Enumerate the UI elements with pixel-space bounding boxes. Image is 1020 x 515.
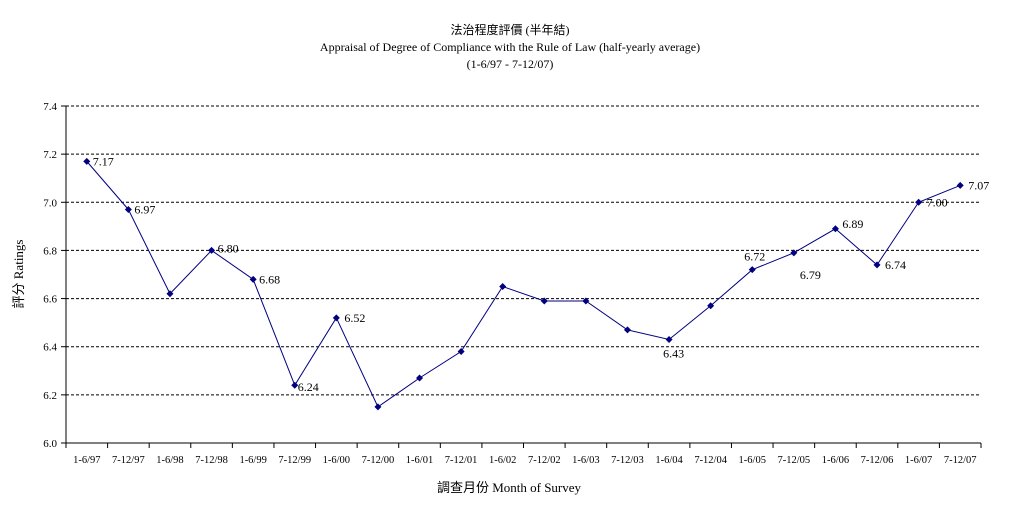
data-label: 6.72: [744, 250, 765, 264]
x-tick-label: 7-12/03: [611, 455, 644, 466]
data-label: 6.68: [259, 272, 280, 286]
y-tick-label: 6.6: [43, 294, 57, 306]
x-tick-label: 1-6/03: [572, 455, 599, 466]
data-point: [540, 297, 548, 305]
data-point: [956, 181, 964, 189]
x-tick-label: 1-6/97: [73, 455, 100, 466]
data-point: [915, 198, 923, 206]
data-point: [416, 374, 424, 382]
data-label: 6.43: [663, 346, 684, 360]
x-tick-label: 7-12/02: [528, 455, 561, 466]
x-tick-label: 7-12/06: [861, 455, 894, 466]
data-point: [748, 266, 756, 274]
y-tick-label: 7.2: [43, 149, 57, 161]
y-tick-label: 6.0: [43, 438, 57, 450]
data-point: [873, 261, 881, 269]
x-tick-label: 1-6/01: [406, 455, 433, 466]
x-tick-label: 1-6/02: [489, 455, 516, 466]
data-point: [665, 335, 673, 343]
x-tick-label: 1-6/99: [239, 455, 266, 466]
x-tick-label: 7-12/00: [362, 455, 395, 466]
y-tick-labels: 6.0 6.2 6.4 6.6 6.8 7.0 7.2 7.4: [43, 101, 57, 450]
x-tick-label: 7-12/99: [278, 455, 311, 466]
data-point: [831, 225, 839, 233]
x-tick-label: 7-12/01: [445, 455, 478, 466]
data-point: [623, 326, 631, 334]
x-axis-label: 調查月份 Month of Survey: [437, 480, 582, 495]
data-label: 7.00: [927, 195, 948, 209]
data-label: 7.07: [968, 178, 989, 192]
x-tick-label: 7-12/97: [112, 455, 145, 466]
data-label: 6.89: [842, 217, 863, 231]
y-tick-label: 7.4: [43, 101, 57, 113]
data-point: [332, 314, 340, 322]
x-tick-label: 1-6/05: [739, 455, 766, 466]
axes: [61, 105, 982, 448]
gridlines: [66, 105, 981, 396]
x-tick-label: 7-12/05: [778, 455, 811, 466]
y-tick-label: 6.8: [43, 245, 57, 257]
chart-title: 法治程度評價 (半年結): [450, 23, 570, 37]
y-tick-label: 7.0: [43, 197, 57, 209]
chart-subtitle: Appraisal of Degree of Compliance with t…: [319, 40, 701, 54]
data-point: [291, 381, 299, 389]
data-point: [124, 206, 132, 214]
x-tick-label: 1-6/98: [156, 455, 183, 466]
x-tick-label: 1-6/07: [905, 455, 932, 466]
y-tick-label: 6.4: [43, 342, 57, 354]
data-label: 6.74: [885, 258, 906, 272]
data-point: [499, 283, 507, 291]
x-tick-labels: 1-6/97 7-12/97 1-6/98 7-12/98 1-6/99 7-12/99 1…: [73, 455, 976, 466]
data-label: 6.52: [344, 311, 365, 325]
series-line: [86, 161, 961, 408]
data-point: [790, 249, 798, 257]
data-points: [83, 157, 964, 411]
series-line-path: [86, 161, 961, 408]
x-tick-label: 7-12/04: [694, 455, 727, 466]
y-axis-label: 評分 Ratings: [11, 240, 26, 309]
x-tick-label: 1-6/04: [655, 455, 683, 466]
data-label: 6.79: [800, 268, 821, 282]
data-point: [707, 302, 715, 310]
data-point: [249, 275, 257, 283]
data-label: 6.24: [298, 380, 319, 394]
data-label: 7.17: [93, 154, 114, 168]
x-tick-label: 7-12/07: [944, 455, 977, 466]
chart-period: (1-6/97 - 7-12/07): [466, 57, 554, 71]
x-tick-label: 1-6/00: [323, 455, 350, 466]
data-point: [83, 157, 91, 165]
data-label: 6.80: [218, 241, 239, 255]
x-tick-label: 1-6/06: [822, 455, 849, 466]
data-point: [374, 403, 382, 411]
data-labels: 7.17 6.97 6.80 6.68 6.24 6.52 6.43 6.72 6.79 6.89…: [93, 154, 989, 394]
data-point: [457, 348, 465, 356]
data-label: 6.97: [134, 203, 155, 217]
data-point: [166, 290, 174, 298]
data-point: [208, 246, 216, 254]
data-point: [582, 297, 590, 305]
x-tick-label: 7-12/98: [195, 455, 228, 466]
y-tick-label: 6.2: [43, 390, 57, 402]
